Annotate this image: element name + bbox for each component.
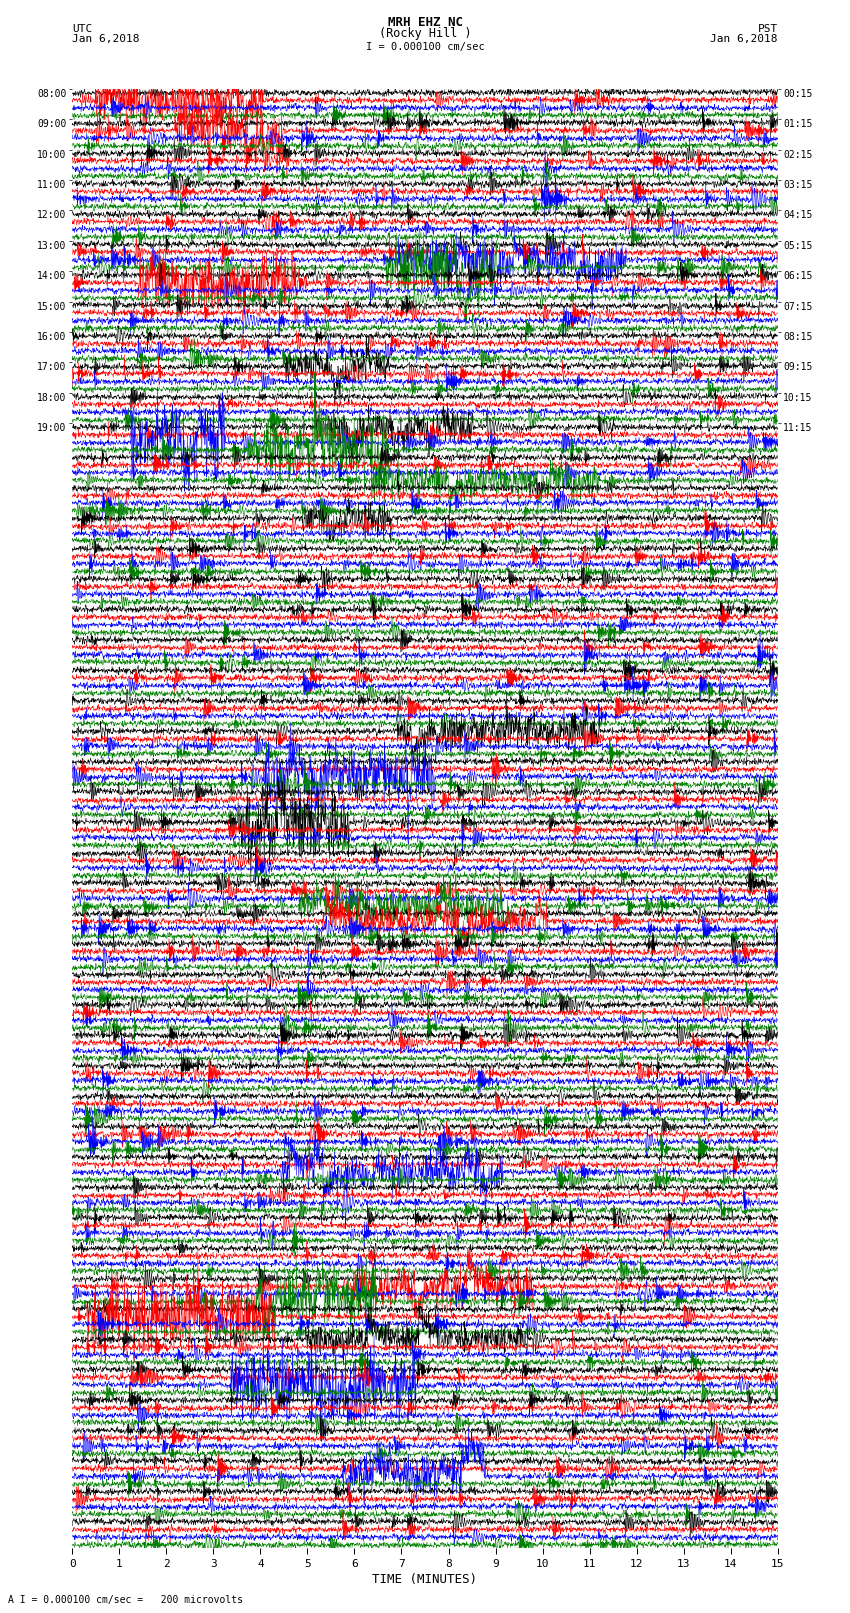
Text: Jan 6,2018: Jan 6,2018 [72, 34, 139, 44]
Text: I = 0.000100 cm/sec: I = 0.000100 cm/sec [366, 42, 484, 52]
Text: PST: PST [757, 24, 778, 34]
Text: UTC: UTC [72, 24, 93, 34]
Text: A I = 0.000100 cm/sec =   200 microvolts: A I = 0.000100 cm/sec = 200 microvolts [8, 1595, 243, 1605]
Text: Jan 6,2018: Jan 6,2018 [711, 34, 778, 44]
X-axis label: TIME (MINUTES): TIME (MINUTES) [372, 1573, 478, 1586]
Text: (Rocky Hill ): (Rocky Hill ) [379, 27, 471, 40]
Text: MRH EHZ NC: MRH EHZ NC [388, 16, 462, 29]
